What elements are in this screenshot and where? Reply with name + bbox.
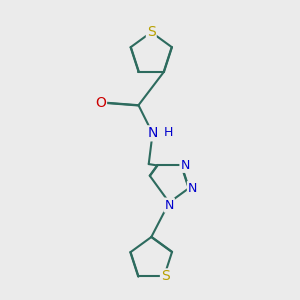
Text: S: S: [161, 269, 170, 284]
Text: N: N: [180, 159, 190, 172]
Text: N: N: [147, 126, 158, 140]
Text: S: S: [147, 25, 156, 39]
Text: N: N: [188, 182, 197, 195]
Text: H: H: [164, 126, 173, 139]
Text: O: O: [95, 96, 106, 110]
Text: N: N: [164, 199, 174, 212]
